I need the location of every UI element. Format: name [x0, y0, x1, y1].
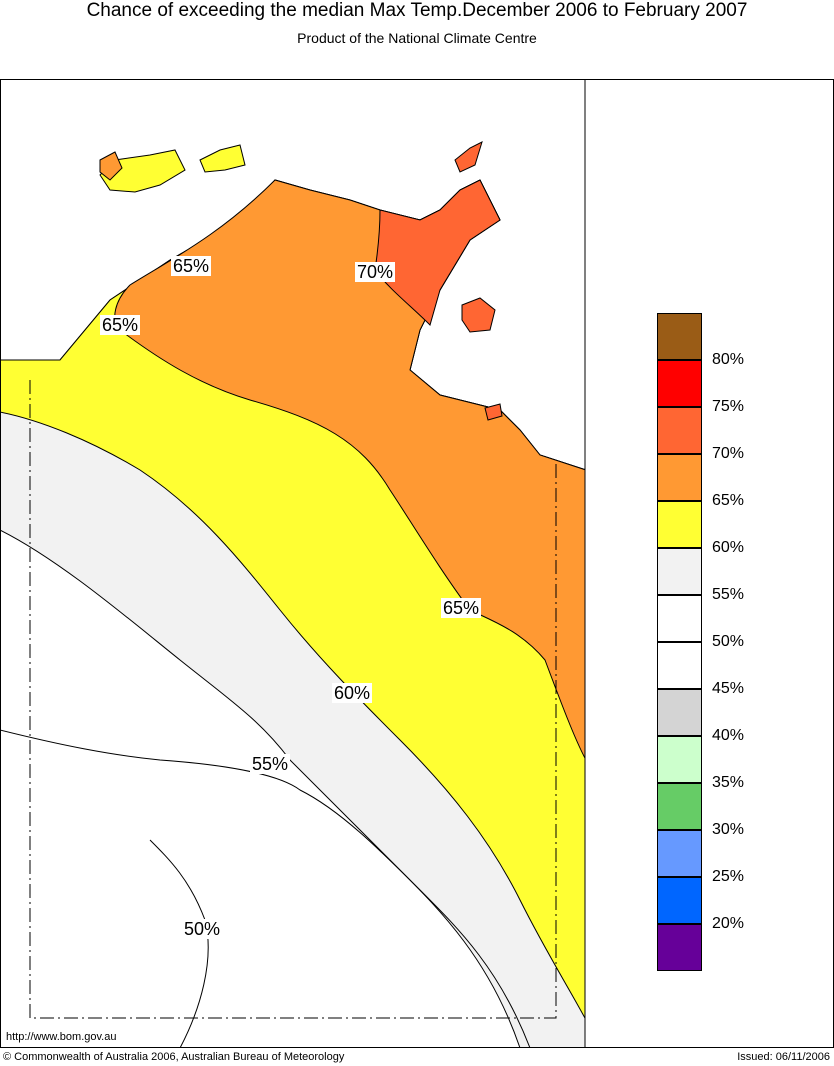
footer-issued-date: Issued: 06/11/2006: [737, 1051, 830, 1063]
band-50-55: [1, 529, 521, 1047]
legend-swatch: [657, 642, 702, 689]
band-70-75: [374, 179, 501, 326]
grid-boundary: [29, 380, 557, 1019]
legend-label: 80%: [712, 351, 745, 368]
legend-swatch: [657, 689, 702, 736]
legend-label: 20%: [712, 915, 745, 932]
legend-label: 55%: [712, 586, 745, 603]
contour-label-55: 55%: [250, 754, 291, 774]
island-orange-small: [99, 151, 123, 181]
legend-label: 75%: [712, 398, 745, 415]
footer-copyright: © Commonwealth of Australia 2006, Austra…: [3, 1051, 345, 1063]
legend-swatch: [657, 360, 702, 407]
island-yellow-2: [199, 144, 246, 173]
legend-swatch: [657, 501, 702, 548]
legend-swatch: [657, 548, 702, 595]
legend-label: 45%: [712, 680, 745, 697]
legend-swatch: [657, 313, 702, 360]
contour-label-60: 60%: [332, 683, 373, 703]
band-65-70: [114, 179, 585, 760]
island-red-east: [461, 297, 496, 333]
legend-label: 65%: [712, 492, 745, 509]
contour-label-65-east: 65%: [441, 598, 482, 618]
legend-label: 30%: [712, 821, 745, 838]
legend-swatch: [657, 407, 702, 454]
map-title: Chance of exceeding the median Max Temp.…: [86, 0, 748, 21]
legend-swatch: [657, 595, 702, 642]
legend-label: 70%: [712, 445, 745, 462]
legend-swatch: [657, 830, 702, 877]
legend-swatch: [657, 877, 702, 924]
legend-label: 35%: [712, 774, 745, 791]
contour-label-65-west: 65%: [100, 315, 141, 335]
legend-label: 50%: [712, 633, 745, 650]
contour-label-65-north: 65%: [171, 256, 212, 276]
legend-swatch: [657, 924, 702, 971]
island-red-tip: [454, 141, 483, 173]
contour-55: [1, 729, 531, 1047]
legend-swatch: [657, 783, 702, 830]
legend-swatch: [657, 736, 702, 783]
footer-url: http://www.bom.gov.au: [6, 1031, 117, 1043]
island-yellow: [99, 149, 186, 193]
island-red-small: [484, 403, 503, 421]
legend-label: 40%: [712, 727, 745, 744]
legend-label: 60%: [712, 539, 745, 556]
legend-swatch: [657, 454, 702, 501]
contour-label-50: 50%: [182, 919, 223, 939]
contour-label-70: 70%: [355, 262, 396, 282]
legend-label: 25%: [712, 868, 745, 885]
probability-map: [1, 79, 586, 1048]
map-subtitle: Product of the National Climate Centre: [297, 30, 537, 46]
